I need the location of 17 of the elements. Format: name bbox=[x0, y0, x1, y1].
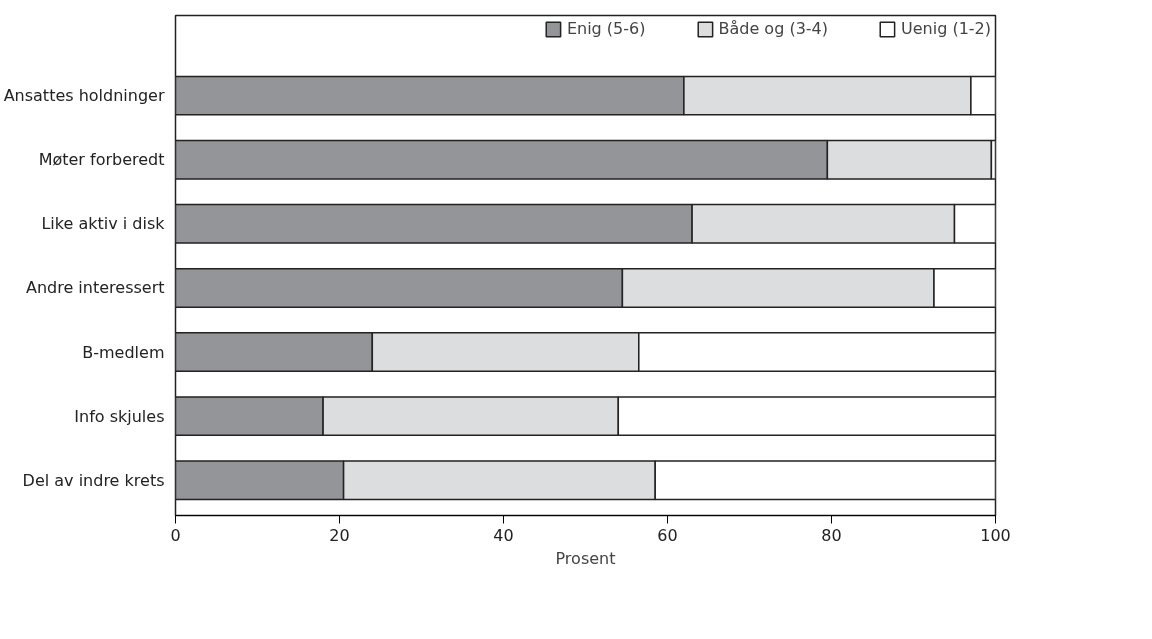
y-tick-label: B-medlem bbox=[82, 342, 165, 362]
x-axis-title: Prosent bbox=[555, 548, 616, 568]
x-tick-label: 60 bbox=[657, 525, 678, 545]
x-tick-label: 20 bbox=[329, 525, 350, 545]
legend-label: Enig (5-6) bbox=[566, 19, 646, 38]
x-tick-label: 80 bbox=[821, 525, 842, 545]
y-tick-label: Ansattes holdninger bbox=[3, 86, 165, 106]
legend-label: Både og (3-4) bbox=[718, 19, 828, 38]
y-tick-label: Del av indre krets bbox=[22, 470, 165, 490]
x-tick-label: 0 bbox=[170, 525, 181, 545]
y-tick-label: Like aktiv i disk bbox=[41, 214, 166, 234]
x-tick-label: 100 bbox=[980, 525, 1011, 545]
legend-label: Uenig (1-2) bbox=[901, 19, 991, 38]
y-tick-label: Andre interessert bbox=[25, 278, 165, 298]
y-tick-label: Info skjules bbox=[74, 406, 165, 426]
y-tick-label: Møter forberedt bbox=[38, 150, 165, 170]
x-tick-label: 40 bbox=[493, 525, 514, 545]
